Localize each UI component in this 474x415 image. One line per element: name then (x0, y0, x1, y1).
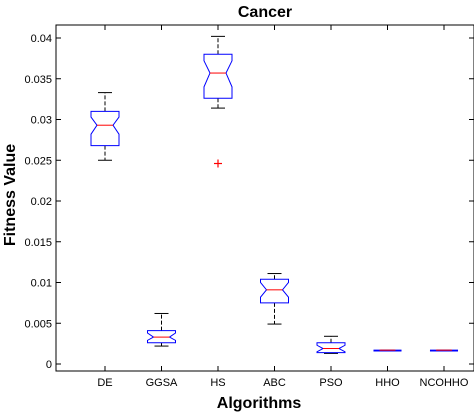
x-tick-label: PSO (319, 377, 343, 389)
y-tick-label: 0.01 (31, 278, 52, 290)
y-axis-label: Fitness Value (2, 144, 19, 246)
outlier-point (214, 159, 222, 168)
y-axis: 0 0.005 0.01 0.015 0.02 0.025 0.03 0.035 0.04 (24, 33, 474, 371)
y-tick-label: 0 (46, 359, 52, 371)
x-tick-label: HHO (375, 377, 400, 389)
plot-frame (55, 24, 474, 372)
box-body (316, 342, 346, 354)
y-tick-label: 0.03 (31, 115, 52, 127)
box-body (90, 110, 120, 147)
box-pso (316, 335, 346, 354)
y-tick-label: 0.04 (31, 33, 52, 45)
box-abc (260, 273, 289, 325)
x-tick-label: GGSA (146, 377, 178, 389)
box-ggsa (147, 312, 176, 347)
box-body (147, 330, 176, 344)
y-tick-label: 0.025 (24, 155, 52, 167)
y-tick-label: 0.015 (24, 237, 52, 249)
box-de (90, 92, 120, 161)
x-axis: DE GGSA HS ABC PSO HHO NCOHHO (97, 25, 469, 389)
box-hs (203, 35, 233, 168)
box-series (90, 35, 459, 354)
x-axis-label: Algorithms (217, 395, 302, 412)
x-tick-label: NCOHHO (420, 377, 469, 389)
box-body (260, 278, 289, 304)
box-body (203, 53, 233, 99)
box-ncohho (429, 349, 459, 352)
x-tick-label: ABC (263, 377, 286, 389)
x-tick-label: DE (97, 377, 112, 389)
x-tick-label: HS (210, 377, 225, 389)
y-tick-label: 0.02 (31, 196, 52, 208)
y-tick-label: 0.035 (24, 74, 52, 86)
chart-title: Cancer (238, 4, 292, 21)
y-tick-label: 0.005 (24, 318, 52, 330)
box-hho (373, 349, 402, 352)
